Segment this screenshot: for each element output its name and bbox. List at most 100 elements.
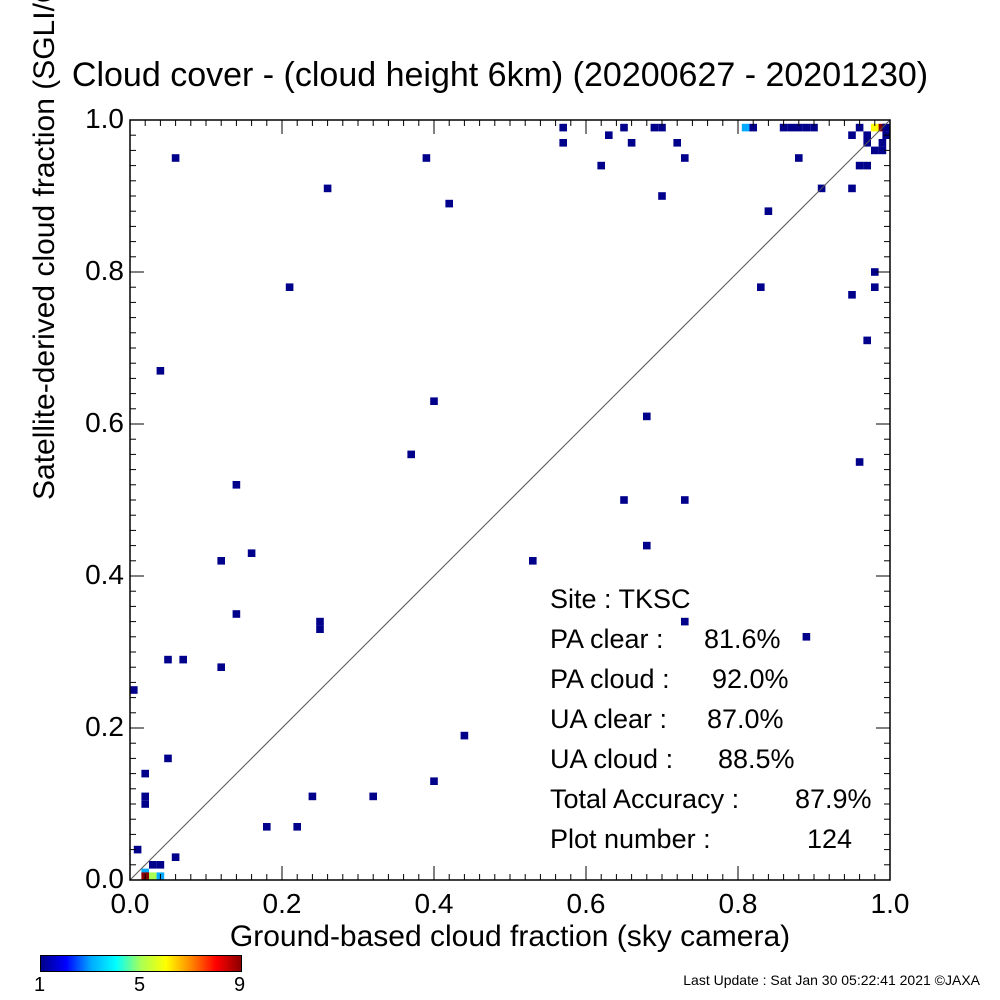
data-cell [757,283,765,291]
y-tick-label: 0.4 [85,559,124,590]
x-tick-label: 0.8 [718,888,758,919]
data-cell [802,633,811,641]
data-cell [156,367,165,375]
data-cell [863,161,871,170]
data-cell [141,868,149,877]
stat-value: 88.5% [718,744,795,774]
data-cell [164,754,172,763]
data-cell [316,625,324,633]
data-cell [133,845,142,854]
axis-ticks [129,119,891,881]
data-cell [247,549,256,557]
data-cell [764,207,773,215]
data-cell [871,283,879,291]
stat-label: Site : TKSC [550,584,691,614]
data-cell [749,123,757,132]
data-cell [673,139,681,147]
colorbar [40,955,242,972]
stat-value: 81.6% [704,624,781,654]
stat-label: Total Accuracy : [550,784,740,814]
data-cell [422,154,431,162]
y-tick-label: 0.0 [85,863,124,894]
stat-label: UA cloud : [550,744,674,774]
data-cell [171,154,180,162]
footer-update: Last Update : Sat Jan 30 05:22:41 2021 ©… [683,972,980,988]
stat-value: 92.0% [712,664,789,694]
chart-title: Cloud cover - (cloud height 6km) (202006… [71,56,929,94]
colorbar-tick-label: 9 [234,974,246,996]
stat-value: 124 [807,824,853,854]
data-cell [232,481,241,489]
data-cell [643,541,651,550]
data-cell [741,123,750,132]
stat-value: 87.0% [707,704,784,734]
data-cell [795,123,803,132]
y-tick-label: 0.6 [85,407,124,438]
data-cell [855,458,864,466]
data-cell [460,731,469,740]
x-tick-label: 0.6 [566,888,606,919]
data-cell [141,792,149,801]
data-cell [141,800,149,808]
diagonal-line [129,119,891,881]
data-cell [445,199,453,208]
data-cell [156,861,165,869]
data-cell [316,617,324,626]
data-cell [650,123,659,132]
x-tick-label: 1.0 [870,888,910,919]
data-cell [878,139,887,147]
data-cell [285,283,294,291]
data-cell [882,123,890,132]
x-tick-label: 0.4 [414,888,454,919]
data-cell [217,663,225,671]
data-cell [323,184,332,193]
stat-label: UA clear : [550,704,668,734]
data-cell [658,123,666,132]
data-cell [871,268,879,276]
data-cell [232,610,241,618]
data-cell [559,123,567,132]
data-cell [430,397,438,405]
y-tick-label: 1.0 [85,103,124,134]
data-cell [263,823,271,831]
stat-value: 87.9% [795,784,872,814]
data-cell [863,336,871,345]
data-cell [681,496,689,504]
data-cell [293,823,301,831]
data-cell [795,154,803,162]
data-cell [848,131,856,139]
data-cell [878,146,887,155]
data-cell [871,123,879,132]
x-axis-label: Ground-based cloud fraction (sky camera) [229,920,791,953]
data-cell [620,496,628,504]
colorbar-tick-label: 5 [134,974,146,996]
data-cell [369,792,377,801]
data-cell [643,412,651,421]
data-cell [802,123,811,132]
data-cell [848,184,856,193]
data-cell [627,139,636,147]
data-cell [855,161,864,170]
stat-label: PA cloud : [550,664,670,694]
data-cell [559,139,567,147]
stat-label: Plot number : [550,824,711,854]
data-cell [810,123,818,132]
data-cell [658,192,666,200]
data-cell [681,617,689,626]
data-cell [605,131,613,139]
data-cell [597,161,605,170]
data-cell [308,792,317,801]
data-cell [141,769,149,778]
data-cell [179,655,187,664]
x-tick-label: 0.2 [262,888,302,919]
data-cell [620,123,628,132]
data-cell [863,131,871,139]
data-cell [871,146,879,155]
data-cell [430,777,438,785]
data-cell [848,291,856,299]
data-cell [529,557,537,565]
x-tick-label: 0.0 [110,888,150,919]
data-cell [171,853,180,861]
data-cell [149,861,157,869]
